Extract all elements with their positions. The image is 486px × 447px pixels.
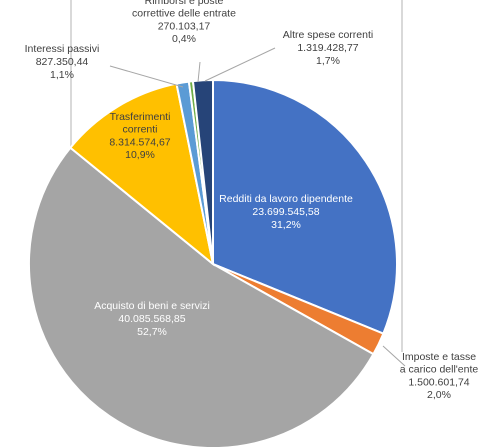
data-label-imposte: Imposte e tasse a carico dell'ente 1.500.6… xyxy=(400,351,479,401)
data-label-line: 270.103,17 xyxy=(158,20,211,32)
leader-line-rimborsi xyxy=(197,61,201,83)
pie-slice-redditi xyxy=(212,78,398,335)
leader-line-altre xyxy=(204,47,276,82)
data-label-line: 52,7% xyxy=(137,326,167,338)
data-label-line: correttive delle entrate xyxy=(132,8,236,20)
data-label-line: 31,2% xyxy=(271,219,301,231)
data-label-line: Rimborsi e poste xyxy=(145,0,224,7)
data-label-line: Acquisto di beni e servizi xyxy=(94,300,210,312)
data-label-trasferimenti: Trasferimenti correnti 8.314.574,67 10,9% xyxy=(109,111,170,161)
data-label-line: 8.314.574,67 xyxy=(109,136,170,148)
data-label-line: 1,7% xyxy=(316,55,340,67)
data-label-line: 40.085.568,85 xyxy=(118,313,185,325)
data-label-line: 0,4% xyxy=(172,33,196,45)
data-label-line: 2,0% xyxy=(427,389,451,401)
data-label-line: 827.350,44 xyxy=(36,56,89,68)
data-label-line: Altre spese correnti xyxy=(283,29,373,41)
pie-slice-acquisto xyxy=(27,146,375,447)
data-label-altre: Altre spese correnti 1.319.428,77 1,7% xyxy=(283,29,373,67)
data-label-line: Trasferimenti xyxy=(110,111,171,123)
data-label-redditi: Redditi da lavoro dipendente 23.699.545,5… xyxy=(219,193,353,231)
data-label-interessi: Interessi passivi 827.350,44 1,1% xyxy=(25,43,100,81)
data-label-line: Imposte e tasse xyxy=(402,351,476,363)
data-label-line: a carico dell'ente xyxy=(400,364,479,376)
leader-line-interessi xyxy=(109,65,184,88)
labels-group: Redditi da lavoro dipendente 23.699.545,5… xyxy=(25,0,479,401)
data-label-line: 1.500.601,74 xyxy=(408,376,469,388)
data-label-line: correnti xyxy=(122,124,157,136)
data-label-line: 1,1% xyxy=(50,69,74,81)
pie-slice-trasferimenti xyxy=(68,82,215,267)
data-label-line: 23.699.545,58 xyxy=(252,206,319,218)
leader-lines-group xyxy=(109,47,406,367)
data-label-line: 1.319.428,77 xyxy=(297,42,358,54)
leader-line-imposte xyxy=(382,345,406,367)
data-label-line: Interessi passivi xyxy=(25,43,100,55)
data-label-line: 10,9% xyxy=(125,149,155,161)
data-label-acquisto: Acquisto di beni e servizi 40.085.568,85 5… xyxy=(94,300,210,338)
data-label-line: Redditi da lavoro dipendente xyxy=(219,193,353,205)
data-label-rimborsi: Rimborsi e poste correttive delle entrate… xyxy=(132,0,236,45)
pie-slice-altre xyxy=(191,78,214,265)
slices-group xyxy=(27,78,398,447)
